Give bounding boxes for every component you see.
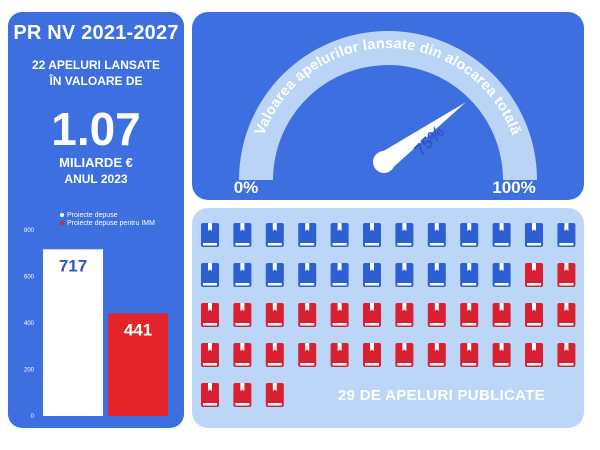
legend-item-proiecte: Proiecte depuse [60, 212, 118, 220]
amount-unit: MILIARDE € [59, 155, 133, 170]
book-icon-blue [330, 263, 349, 287]
book-icon-blue [557, 223, 576, 247]
book-icon-red [557, 263, 576, 287]
y-tick-label: 600 [24, 275, 35, 281]
book-icon-red [460, 343, 479, 367]
book-icon-blue [298, 223, 317, 247]
book-icon-blue [363, 263, 381, 287]
book-icon-blue [265, 263, 284, 287]
book-icon-blue [298, 263, 317, 287]
book-icon-blue [330, 223, 349, 247]
book-icon-red [395, 343, 414, 367]
bar-proiecte-depuse [43, 249, 103, 416]
book-icon-blue [492, 223, 511, 247]
bar-value-label: 717 [59, 256, 87, 275]
book-icon-red [427, 343, 446, 367]
calls-count-text: 22 APELURI LANSATE [31, 58, 160, 72]
book-icon-red [492, 343, 511, 367]
y-tick-label: 400 [24, 321, 35, 327]
y-tick-label: 0 [31, 414, 35, 420]
book-icon-blue [460, 223, 479, 247]
needle-hub [373, 151, 395, 173]
book-icon-red [201, 303, 219, 327]
book-icon-red [298, 343, 317, 367]
book-icon-red [201, 343, 219, 367]
book-icon-blue [427, 223, 446, 247]
book-icon-red [233, 303, 252, 327]
book-icon-blue [395, 263, 414, 287]
book-icon-red [395, 303, 414, 327]
calls-icons-panel [192, 208, 584, 428]
book-icon-blue [460, 263, 479, 287]
book-icon-red [201, 383, 219, 407]
book-icon-red [557, 303, 576, 327]
book-icon-blue [233, 263, 252, 287]
gauge-svg: Valoarea apelurilor lansate din alocarea… [234, 31, 537, 197]
book-icon-blue [265, 223, 284, 247]
gauge-max-label: 100% [492, 178, 535, 197]
y-tick-label: 800 [24, 228, 35, 234]
book-icon-red [265, 343, 284, 367]
published-calls-label: 29 DE APELURI PUBLICATE [338, 387, 545, 404]
book-icon-red [233, 383, 252, 407]
calls-value-text: ÎN VALOARE DE [49, 74, 143, 88]
book-icon-red [265, 383, 284, 407]
bar-proiecte-imm [108, 313, 168, 416]
book-icon-red [330, 303, 349, 327]
book-icon-red [330, 343, 349, 367]
book-icon-red [298, 303, 317, 327]
gauge-panel: Valoarea apelurilor lansate din alocarea… [192, 12, 584, 200]
book-icon-blue [492, 263, 511, 287]
book-icon-red [427, 303, 446, 327]
program-title: PR NV 2021-2027 [13, 22, 179, 44]
book-icon-red [557, 343, 576, 367]
year-text: ANUL 2023 [64, 172, 128, 186]
summary-panel: PR NV 2021-2027 22 APELURI LANSATE ÎN VA… [8, 12, 184, 428]
gauge-needle [373, 102, 466, 173]
legend-item-imm: Proiecte depuse pentru IMM [60, 220, 155, 228]
book-icon-red [492, 303, 511, 327]
book-icon-blue [525, 223, 543, 247]
book-icon-red [233, 343, 252, 367]
book-icon-blue [201, 263, 219, 287]
legend-swatch-red [60, 221, 64, 226]
book-icon-red [363, 343, 381, 367]
legend-swatch-white [60, 213, 64, 218]
gauge-arc-label: Valoarea apelurilor lansate din alocarea… [252, 36, 524, 138]
book-icon-red [525, 303, 543, 327]
legend-label-proiecte: Proiecte depuse [67, 212, 118, 219]
gauge-value-label: 75% [410, 122, 447, 159]
bar-chart: 0 200 400 600 800 717 441 [24, 228, 168, 420]
needle-pointer [376, 102, 466, 170]
gauge-arc [239, 31, 537, 180]
book-icon-blue [233, 223, 252, 247]
book-icon-red [460, 303, 479, 327]
legend-label-imm: Proiecte depuse pentru IMM [67, 220, 155, 227]
book-icon-blue [395, 223, 414, 247]
bar-value-label: 441 [124, 320, 152, 339]
book-icon-red [525, 263, 543, 287]
book-icon-blue [201, 223, 219, 247]
amount-value: 1.07 [51, 103, 141, 155]
book-icon-blue [427, 263, 446, 287]
book-icon-blue [363, 223, 381, 247]
book-icon-red [265, 303, 284, 327]
icon-grid [201, 223, 576, 407]
book-icon-red [363, 303, 381, 327]
book-icon-red [525, 343, 543, 367]
y-tick-label: 200 [24, 368, 35, 374]
gauge-min-label: 0% [234, 178, 259, 197]
